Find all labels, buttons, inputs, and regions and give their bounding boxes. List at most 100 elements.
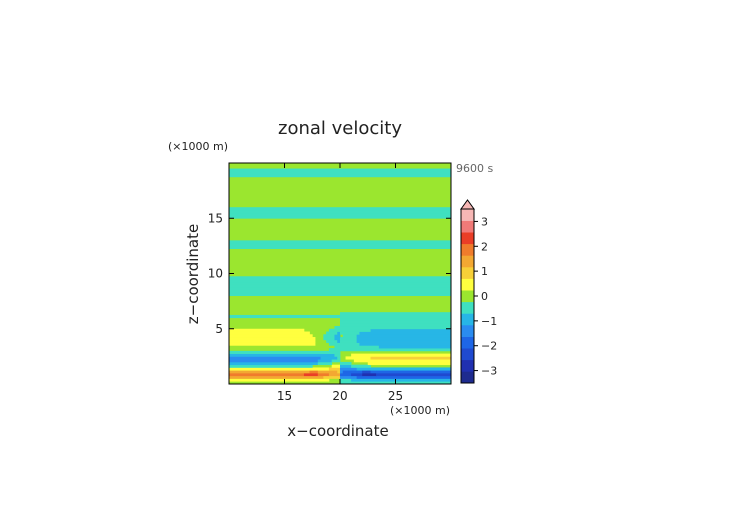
heatmap-cell: [229, 378, 330, 382]
heatmap-cell: [320, 356, 338, 360]
heatmap-cell: [229, 350, 341, 355]
heatmap-cell: [351, 353, 452, 357]
colorbar-swatch: [461, 325, 474, 337]
heatmap-cell: [317, 359, 333, 363]
heatmap-cell: [351, 372, 363, 377]
y-tick-label: 10: [208, 267, 223, 281]
colorbar-tick-label: −1: [481, 315, 497, 328]
y-ticks: 5 10 15: [208, 211, 451, 336]
heatmap-cell: [334, 325, 452, 330]
colorbar-swatch: [461, 348, 474, 361]
heatmap-cell: [317, 361, 333, 366]
colorbar-swatch: [461, 359, 474, 372]
x-tick-label: 20: [332, 389, 347, 403]
heatmap-cell: [229, 209, 452, 214]
heatmap-cell: [351, 378, 452, 382]
heatmap-cell: [328, 348, 452, 352]
heatmap-cell: [323, 334, 335, 338]
colorbar-swatch: [461, 267, 474, 279]
heatmap-cell: [340, 375, 358, 379]
heatmap-cell: [229, 331, 310, 335]
heatmap-cell: [351, 364, 371, 368]
colorbar-swatch: [461, 371, 474, 384]
heatmap-cell: [340, 323, 452, 327]
heatmap-cell: [356, 339, 452, 343]
heatmap-cell: [229, 370, 310, 374]
heatmap-cell: [229, 339, 316, 343]
heatmap-cell: [353, 359, 452, 363]
colorbar-swatch: [461, 313, 474, 326]
colorbar-swatch: [461, 255, 474, 268]
heatmap-field: [229, 163, 452, 385]
heatmap-cell: [229, 243, 452, 247]
heatmap-cell: [337, 339, 341, 343]
heatmap-cell: [340, 331, 360, 335]
heatmap-cell: [345, 356, 371, 360]
heatmap-cell: [229, 359, 319, 363]
heatmap-cell: [376, 372, 452, 377]
heatmap-cell: [317, 372, 330, 377]
heatmap-cell: [229, 281, 452, 285]
heatmap-cell: [331, 359, 341, 363]
heatmap-cell: [334, 334, 341, 338]
heatmap-cell: [340, 317, 452, 321]
colorbar-tick-label: 3: [481, 215, 488, 228]
heatmap-cell: [229, 342, 316, 346]
heatmap-cell: [337, 331, 341, 335]
heatmap-cell: [229, 314, 452, 319]
heatmap-cell: [229, 334, 313, 338]
colorbar-swatch: [461, 232, 474, 245]
x-ticks: 15 20 25: [277, 163, 403, 403]
heatmap-cell: [359, 342, 452, 346]
heatmap-cell: [359, 331, 452, 335]
heatmap-cell: [328, 342, 360, 346]
heatmap-cell: [334, 353, 341, 357]
heatmap-cell: [303, 372, 319, 377]
colorbar-swatch: [461, 220, 474, 233]
x-unit-label: (×1000 m): [390, 404, 450, 417]
heatmap-cell: [229, 353, 335, 357]
heatmap-cell: [229, 207, 452, 211]
heatmap-cell: [340, 339, 358, 343]
heatmap-cell: [367, 361, 452, 366]
heatmap-cell: [229, 174, 452, 178]
heatmap-cell: [229, 375, 324, 379]
heatmap-cell: [229, 284, 452, 288]
heatmap-cell: [356, 375, 452, 379]
heatmap-cell: [356, 337, 452, 341]
heatmap-cell: [323, 337, 335, 341]
heatmap-cell: [340, 378, 352, 382]
heatmap-cell: [337, 356, 341, 360]
colorbar-swatch: [461, 336, 474, 349]
heatmap-cell: [370, 356, 452, 360]
heatmap-cell: [370, 370, 452, 374]
heatmap-cell: [340, 372, 352, 377]
heatmap-cell: [309, 370, 319, 374]
heatmap-cell: [229, 276, 452, 280]
heatmap-cell: [337, 370, 341, 374]
heatmap-cell: [229, 356, 321, 360]
heatmap-cell: [317, 370, 338, 374]
heatmap-cell: [326, 331, 338, 335]
colorbar-swatch: [461, 290, 474, 303]
heatmap-cell: [342, 334, 358, 338]
heatmap-cell: [362, 370, 371, 374]
heatmap-cell: [340, 364, 352, 368]
heatmap-cell: [340, 361, 352, 366]
heatmap-cell: [328, 367, 341, 371]
heatmap-cell: [356, 334, 452, 338]
colorbar-tick-label: −3: [481, 365, 497, 378]
colorbar-tick-label: 1: [481, 265, 488, 278]
y-tick-label: 5: [215, 322, 223, 336]
heatmap-cell: [331, 364, 341, 368]
heatmap-cell: [229, 240, 452, 244]
heatmap-cell: [334, 345, 380, 349]
heatmap-cell: [229, 364, 313, 368]
heatmap-cell: [342, 370, 363, 374]
colorbar-tick-label: 0: [481, 290, 488, 303]
colorbar-tick-label: 2: [481, 240, 488, 253]
heatmap-cell: [229, 215, 452, 219]
heatmap-cell: [340, 370, 344, 374]
heatmap-cell: [326, 339, 338, 343]
